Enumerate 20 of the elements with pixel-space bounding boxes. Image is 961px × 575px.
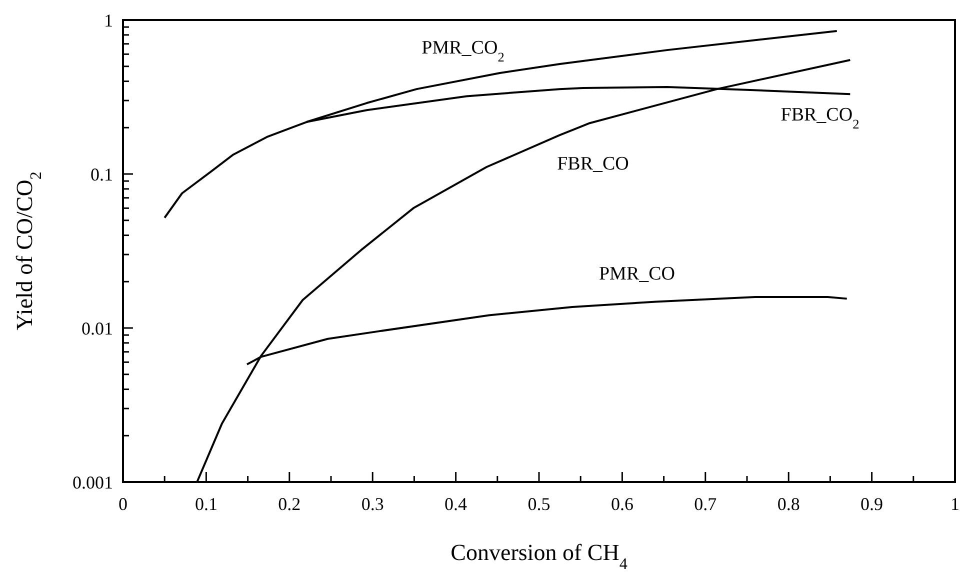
- y-tick-label: 1: [104, 10, 113, 30]
- x-tick-label: 0.6: [610, 494, 634, 514]
- y-tick-label: 0.01: [82, 318, 113, 338]
- series-label: FBR_CO$_{2}$: [780, 104, 860, 132]
- series-label: PMR_CO$_{2}$: [422, 38, 504, 64]
- x-tick-label: 0: [118, 494, 128, 514]
- x-axis-title: Conversion of CH$_{4}$: [450, 540, 628, 572]
- series-label: PMR_CO: [598, 264, 676, 285]
- x-tick-label: 0.5: [528, 494, 550, 514]
- y-tick-label: 0.001: [72, 472, 113, 492]
- x-tick-label: 0.2: [278, 494, 301, 514]
- x-tick-label: 0.7: [694, 494, 717, 514]
- x-tick-label: 0.1: [194, 494, 218, 514]
- series-label: FBR_CO: [557, 154, 629, 175]
- x-tick-label: 0.8: [777, 494, 800, 514]
- x-tick-label: 0.9: [860, 494, 884, 514]
- x-tick-label: 0.3: [361, 494, 384, 514]
- y-tick-label: 0.1: [90, 164, 113, 184]
- x-tick-label: 1: [950, 494, 960, 514]
- x-tick-label: 0.4: [444, 494, 468, 514]
